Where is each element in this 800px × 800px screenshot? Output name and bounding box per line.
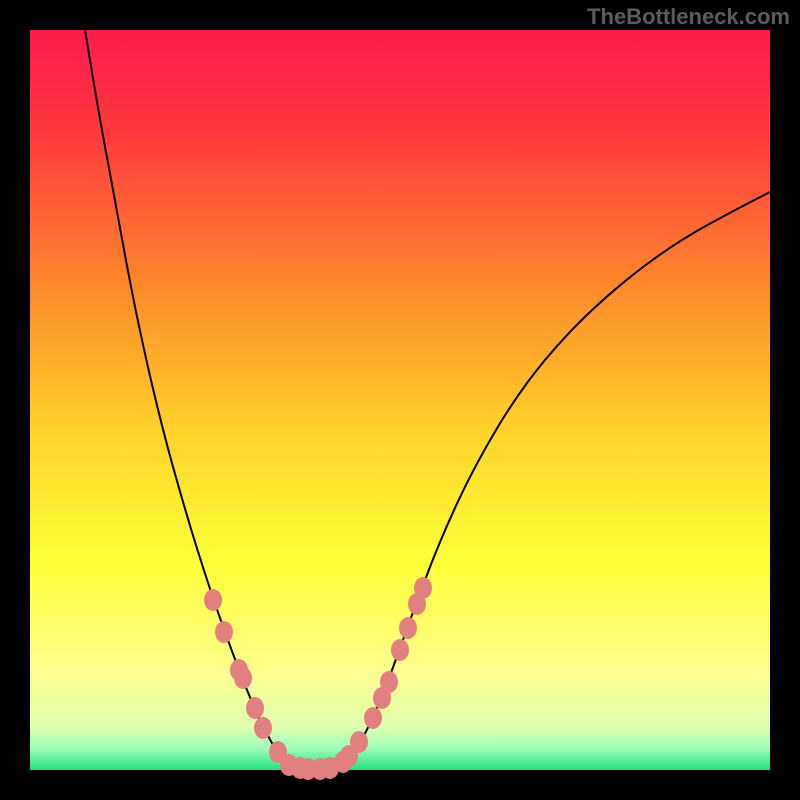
data-marker	[204, 589, 222, 611]
data-marker	[399, 617, 417, 639]
data-marker	[391, 639, 409, 661]
data-marker	[215, 621, 233, 643]
data-marker	[350, 731, 368, 753]
data-marker	[414, 577, 432, 599]
data-marker	[234, 667, 252, 689]
watermark-text: TheBottleneck.com	[587, 4, 790, 30]
chart-container: TheBottleneck.com	[0, 0, 800, 800]
bottleneck-chart	[0, 0, 800, 800]
data-marker	[246, 697, 264, 719]
data-marker	[380, 671, 398, 693]
data-marker	[254, 717, 272, 739]
data-marker	[364, 707, 382, 729]
